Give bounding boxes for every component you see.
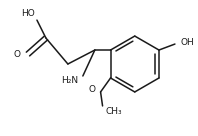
Text: O: O (14, 50, 21, 58)
Text: HO: HO (21, 9, 35, 18)
Text: CH₃: CH₃ (106, 107, 122, 116)
Text: H₂N: H₂N (61, 76, 78, 86)
Text: OH: OH (181, 38, 195, 47)
Text: O: O (89, 85, 96, 95)
